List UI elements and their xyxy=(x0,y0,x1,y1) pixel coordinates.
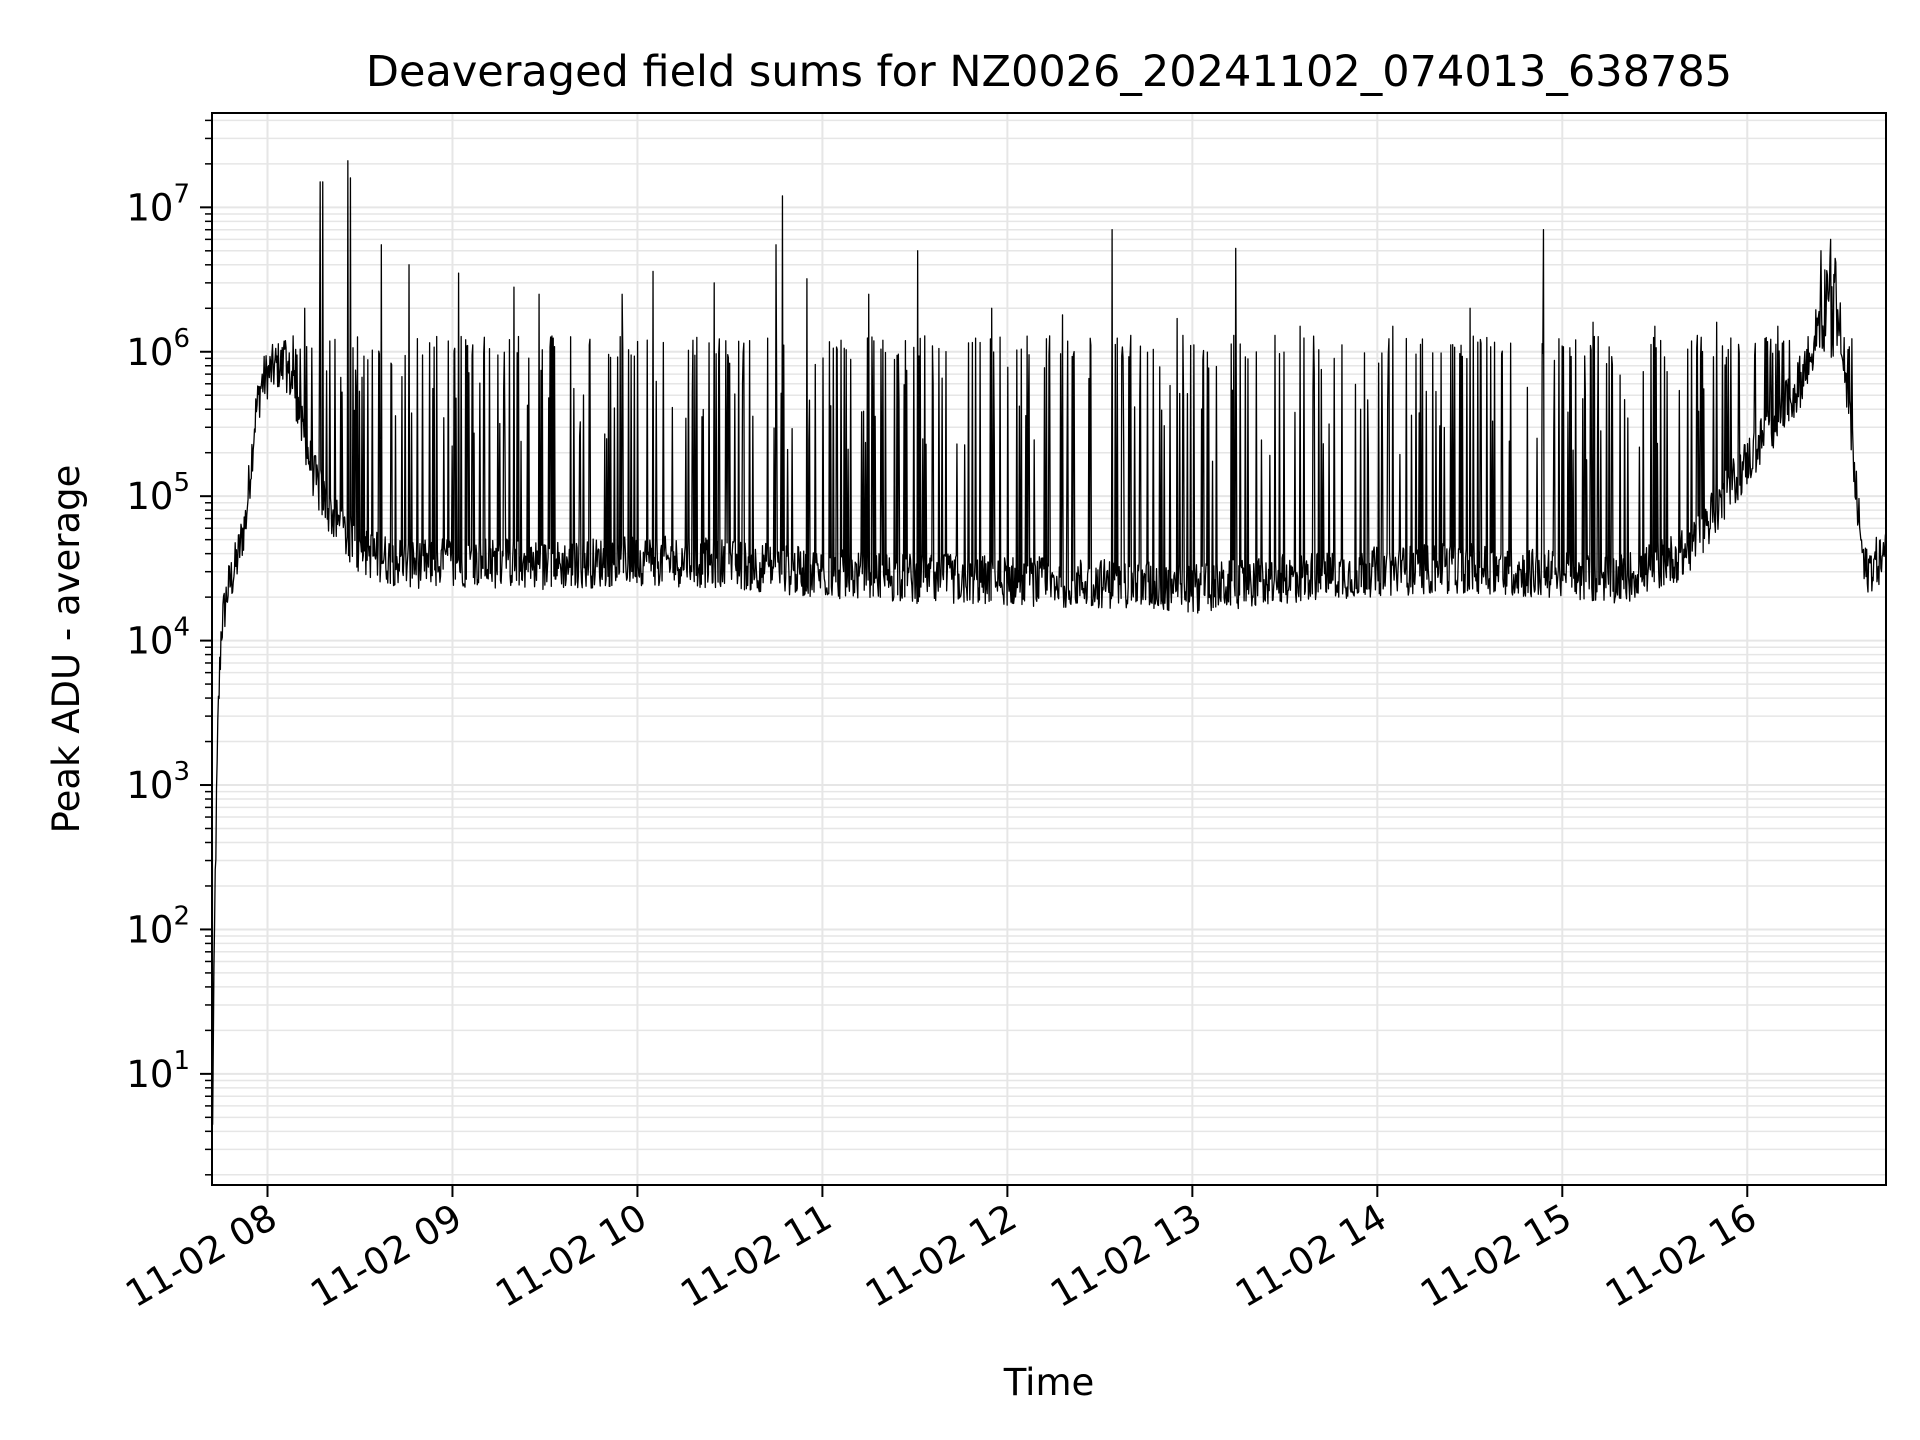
y-tick-label: 103 xyxy=(126,757,190,807)
y-tick-label: 102 xyxy=(126,901,190,951)
y-tick-label: 106 xyxy=(126,324,190,374)
y-tick-label: 104 xyxy=(126,613,190,663)
plot-area xyxy=(212,160,1886,1125)
y-tick-label: 105 xyxy=(126,468,190,518)
y-axis: 101 102 103 104 105 106 107 xyxy=(126,119,212,1176)
chart-title: Deaveraged field sums for NZ0026_2024110… xyxy=(366,47,1732,97)
y-axis-label: Peak ADU - average xyxy=(45,465,88,834)
x-axis-label: Time xyxy=(1003,1361,1095,1404)
y-tick-label: 107 xyxy=(126,179,190,229)
series-line xyxy=(212,160,1886,1125)
axes-frame xyxy=(211,112,1887,1186)
y-tick-label: 101 xyxy=(126,1046,190,1096)
